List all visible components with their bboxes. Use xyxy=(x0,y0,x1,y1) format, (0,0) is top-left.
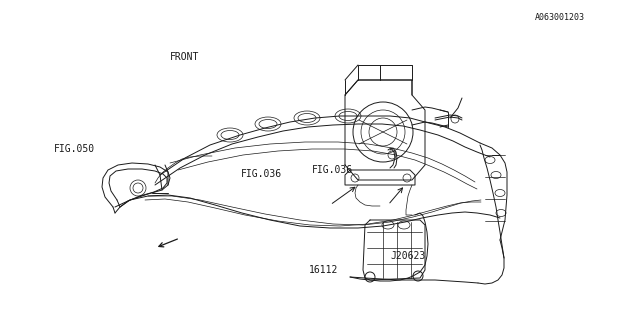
Text: FIG.036: FIG.036 xyxy=(241,169,282,180)
Text: FIG.050: FIG.050 xyxy=(54,144,95,154)
Text: FRONT: FRONT xyxy=(170,52,199,62)
Text: FIG.036: FIG.036 xyxy=(312,164,353,175)
Text: A063001203: A063001203 xyxy=(535,13,585,22)
Text: J20623: J20623 xyxy=(390,251,426,261)
Text: 16112: 16112 xyxy=(308,265,338,276)
